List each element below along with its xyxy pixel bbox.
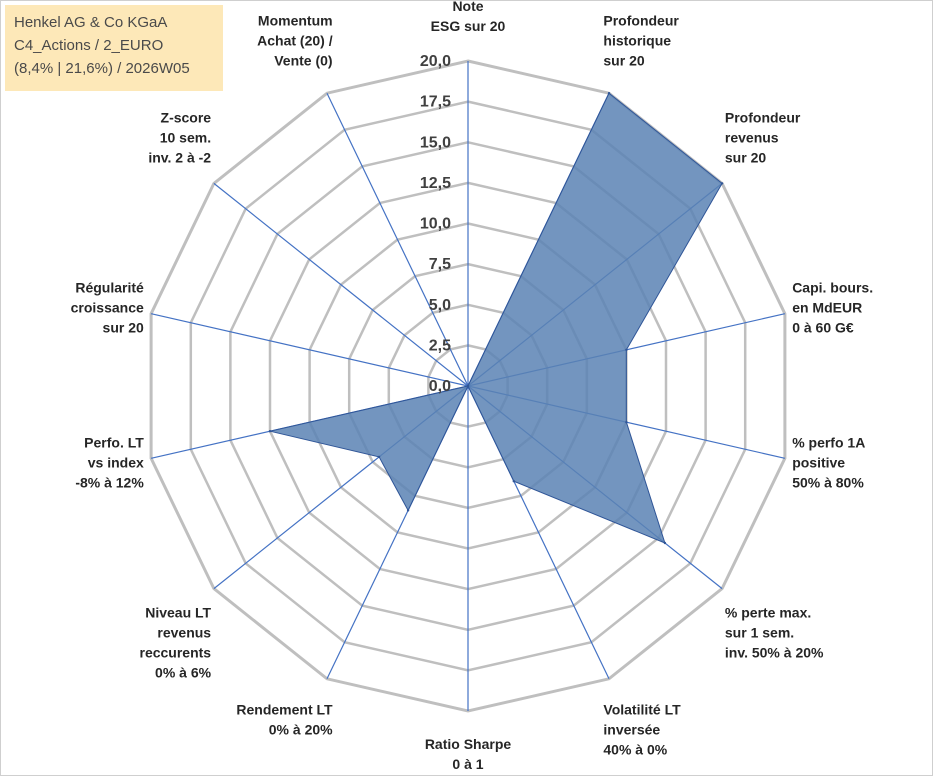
tick-label: 2,5 [429,337,451,354]
radar-axis-labels: Note ESG sur 20 Profondeur historique sur 20… [71,1,873,772]
axis-label: Capi. bours. en MdEUR 0 à 60 G€ [792,279,873,335]
data-point [406,509,410,512]
data-point [720,182,724,185]
axis-label-line: sur 1 sem. [725,625,794,641]
axis-label: Profondeur historique sur 20 [603,13,679,69]
axis-label: Note ESG sur 20 [431,1,506,34]
tick-label: 10,0 [420,216,451,233]
axis-label-line: vs index [88,455,144,471]
axis-label: Régularité croissance sur 20 [71,279,144,335]
radar-series [268,92,724,545]
axis-label: Perfo. LT vs index -8% à 12% [75,435,144,491]
axis-label-line: inv. 50% à 20% [725,645,824,661]
axis-label-line: croissance [71,299,144,315]
data-point [466,384,470,388]
axis-label-line: Note [452,1,483,14]
info-company-name: Henkel AG & Co KGaA [14,14,168,31]
axis-label: Profondeur revenus sur 20 [725,109,801,165]
radar-tick-labels: 0,0 2,5 5,0 7,5 10,0 12,5 15,0 17,5 20,0 [420,53,451,395]
tick-label: 5,0 [429,297,451,314]
axis-label-line: 0 à 60 G€ [792,319,854,335]
data-point [268,430,272,433]
axis-label-line: 0% à 20% [269,721,333,737]
info-category: C4_Actions / 2_EURO [14,37,164,54]
axis-label-line: -8% à 12% [75,475,144,491]
axis-label-line: positive [792,455,845,471]
axis-label-line: Volatilité LT [603,701,681,717]
axis-label-line: Profondeur [725,109,801,125]
axis-label-line: inv. 2 à -2 [148,149,211,165]
axis-label-line: 40% à 0% [603,741,667,757]
axis-label: % perfo 1A positive 50% à 80% [792,435,865,491]
data-point [663,541,667,545]
axis-label-line: Z-score [161,109,212,125]
data-point [512,480,515,483]
data-point [377,455,381,459]
axis-label-line: Achat (20) / [257,33,333,49]
axis-label-line: Momentum [258,13,333,29]
data-series-area [269,92,723,544]
axis-label-line: ESG sur 20 [431,18,506,34]
tick-label: 12,5 [420,175,451,192]
axis-label: Rendement LT 0% à 20% [236,701,333,737]
axis-label-line: 10 sem. [160,129,211,145]
axis-label-line: Régularité [75,279,144,295]
axis-label-line: reccurents [140,645,212,661]
tick-label: 7,5 [429,256,451,273]
axis-label-line: 50% à 80% [792,475,864,491]
info-box: Henkel AG & Co KGaA C4_Actions / 2_EURO … [5,5,223,91]
tick-label: 15,0 [420,134,451,151]
axis-label-line: 0 à 1 [452,756,483,772]
axis-label-line: Perfo. LT [84,435,144,451]
axis-label-line: historique [603,33,671,49]
axis-label: Ratio Sharpe 0 à 1 [425,736,512,772]
axis-label: Momentum Achat (20) / Vente (0) [257,13,333,69]
axis-label-line: revenus [157,625,211,641]
axis-label: % perte max. sur 1 sem. inv. 50% à 20% [725,605,824,661]
tick-label: 17,5 [420,94,451,111]
axis-label-line: revenus [725,129,779,145]
axis-label-line: Rendement LT [236,701,333,717]
axis-label-line: 0% à 6% [155,665,212,681]
axis-spoke [150,313,469,387]
data-point [607,92,611,95]
tick-label: 20,0 [420,53,451,70]
axis-label-line: % perfo 1A [792,435,865,451]
axis-label-line: % perte max. [725,605,811,621]
axis-label-line: Capi. bours. [792,279,873,295]
tick-label: 0,0 [429,378,451,395]
data-point [625,421,628,424]
axis-label-line: sur 20 [603,53,644,69]
axis-label-line: Vente (0) [274,53,332,69]
axis-label: Z-score 10 sem. inv. 2 à -2 [148,109,211,165]
info-stats: (8,4% | 21,6%) / 2026W05 [14,60,190,77]
data-point [625,348,628,351]
axis-label: Volatilité LT inversée 40% à 0% [603,701,681,757]
axis-spoke [213,182,469,387]
axis-label-line: sur 20 [103,319,144,335]
axis-label: Niveau LT revenus reccurents 0% à 6% [140,605,212,681]
axis-label-line: sur 20 [725,149,766,165]
axis-label-line: inversée [603,721,660,737]
axis-label-line: Ratio Sharpe [425,736,512,752]
axis-spoke [326,92,469,387]
axis-label-line: Profondeur [603,13,679,29]
axis-label-line: Niveau LT [145,605,211,621]
axis-label-line: en MdEUR [792,299,862,315]
